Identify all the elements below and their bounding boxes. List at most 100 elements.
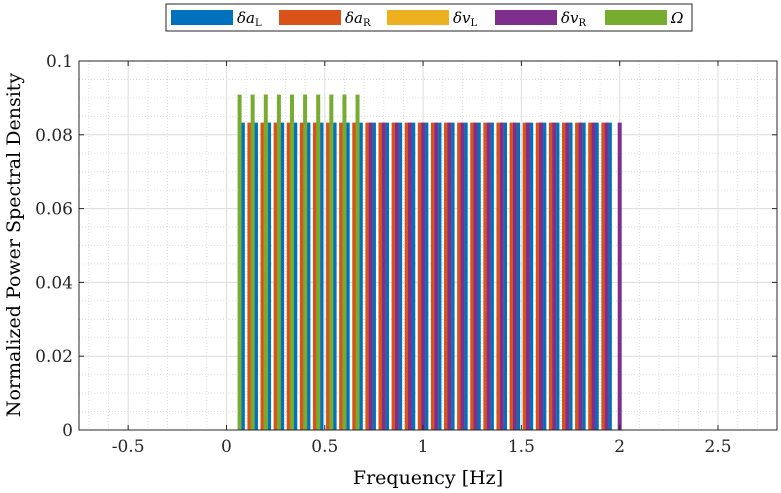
legend-label: δaL: [237, 9, 262, 29]
bar: [503, 122, 508, 431]
bar: [237, 94, 242, 430]
bar: [562, 122, 567, 431]
legend-swatch: [495, 10, 557, 25]
bar: [548, 122, 553, 431]
bar: [483, 122, 488, 431]
legend-swatch: [279, 10, 341, 25]
bar: [522, 122, 527, 431]
bar: [539, 122, 544, 431]
bar: [476, 122, 481, 431]
bar: [617, 122, 622, 431]
bar: [496, 122, 501, 431]
bar: [345, 122, 350, 431]
y-tick-label: 0.04: [35, 273, 73, 293]
bar: [326, 122, 331, 431]
bar: [332, 122, 337, 431]
bar: [339, 122, 344, 431]
y-tick-label: 0.06: [35, 200, 73, 220]
bar: [280, 122, 285, 431]
legend-swatch: [605, 10, 667, 25]
bar: [342, 94, 347, 430]
bar: [430, 122, 435, 431]
bar: [267, 122, 272, 431]
bar: [398, 122, 403, 431]
bar: [260, 122, 265, 431]
legend-label: δvR: [561, 9, 587, 29]
bar: [355, 94, 360, 430]
bar: [578, 122, 583, 431]
y-tick-label: 0: [62, 421, 73, 441]
bar: [486, 122, 491, 431]
bar: [470, 122, 475, 431]
legend-label: δvL: [453, 9, 478, 29]
bar: [516, 122, 521, 431]
bar: [437, 122, 442, 431]
bar: [601, 122, 606, 431]
bar: [424, 122, 429, 431]
bar: [240, 122, 245, 431]
bar: [512, 122, 517, 431]
bar: [457, 122, 462, 431]
bar: [316, 94, 321, 430]
bar: [525, 122, 530, 431]
legend-swatch: [171, 10, 233, 25]
bar: [421, 122, 426, 431]
bar: [444, 122, 449, 431]
bar: [293, 122, 298, 431]
y-tick-label: 0.1: [46, 52, 73, 72]
bar: [247, 122, 252, 431]
bar: [473, 122, 478, 431]
bar: [460, 122, 465, 431]
y-tick-label: 0.08: [35, 126, 73, 146]
bar: [289, 94, 294, 430]
bar: [529, 122, 534, 431]
bar: [417, 122, 422, 431]
bar: [319, 122, 324, 431]
bar: [407, 122, 412, 431]
bar: [273, 122, 278, 431]
bar: [358, 122, 363, 431]
bar: [588, 122, 593, 431]
legend-label: δaR: [345, 9, 371, 29]
legend: δaL δaR δvL δvR Ω: [165, 3, 693, 32]
bar: [352, 122, 357, 431]
bar: [509, 122, 514, 431]
bar: [568, 122, 573, 431]
bar: [575, 122, 580, 431]
x-tick-label: 0: [221, 437, 232, 457]
bar: [365, 122, 370, 431]
bar: [555, 122, 560, 431]
bar: [253, 122, 258, 431]
bar: [286, 122, 291, 431]
bar: [607, 122, 612, 431]
bar: [276, 94, 281, 430]
bar: [250, 94, 255, 430]
y-axis-label: Normalized Power Spectral Density: [3, 73, 25, 418]
axes-box: [78, 60, 778, 431]
x-tick-label: 0.5: [311, 437, 338, 457]
x-tick-label: -0.5: [112, 437, 145, 457]
bar: [394, 122, 399, 431]
bar: [368, 122, 373, 431]
bar: [565, 122, 570, 431]
bar: [263, 94, 268, 430]
bar: [463, 122, 468, 431]
bar: [434, 122, 439, 431]
bar: [594, 122, 599, 431]
x-tick-label: 1.5: [508, 437, 535, 457]
axes: -0.5 0 0.5 1 1.5 2 2.5 0 0.02 0.04 0.06 0.08 0.1: [35, 52, 778, 457]
bar: [450, 122, 455, 431]
x-tick-label: 1: [418, 437, 429, 457]
bar: [306, 122, 311, 431]
x-axis-label: Frequency [Hz]: [353, 467, 503, 489]
legend-label: Ω: [670, 9, 683, 27]
bar: [552, 122, 557, 431]
bar: [447, 122, 452, 431]
bar: [604, 122, 609, 431]
x-tick-label: 2.5: [704, 437, 731, 457]
y-tick-label: 0.02: [35, 347, 73, 367]
bars: [237, 94, 622, 431]
bar: [303, 94, 308, 430]
bar: [581, 122, 586, 431]
